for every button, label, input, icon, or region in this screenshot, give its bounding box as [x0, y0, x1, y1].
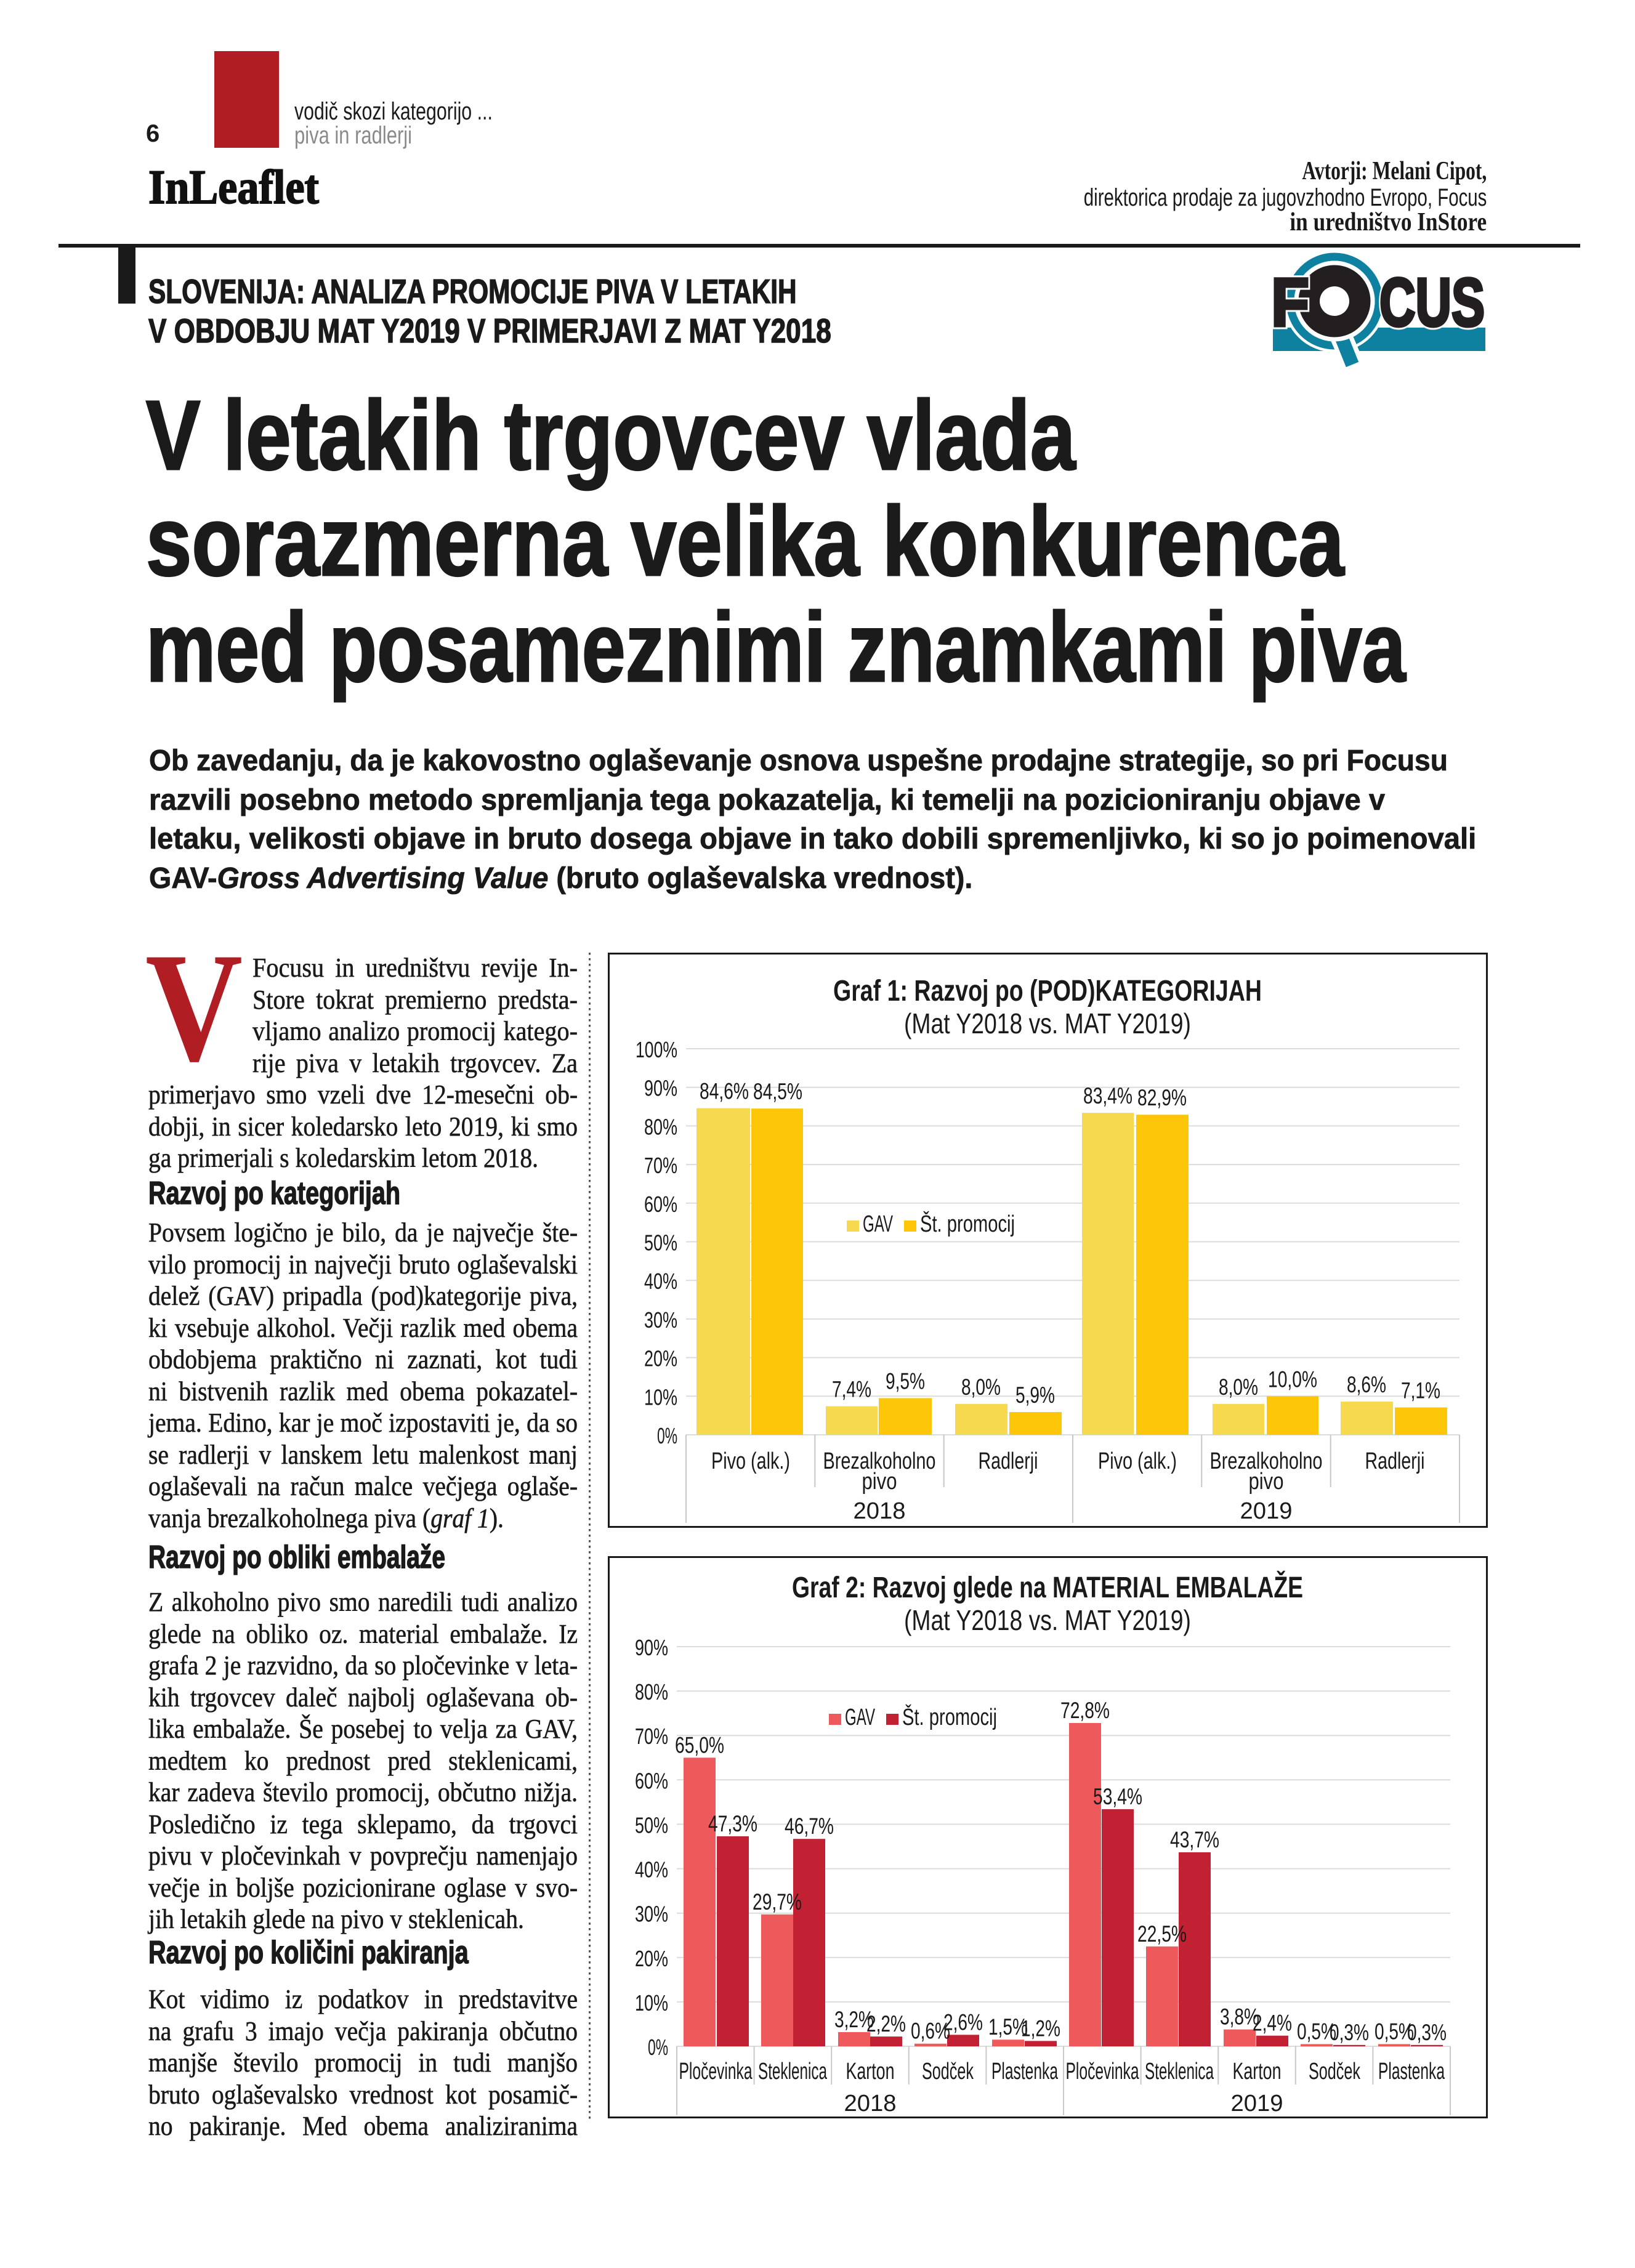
svg-text:2,6%: 2,6% — [943, 2009, 983, 2035]
svg-text:40%: 40% — [635, 1857, 668, 1883]
svg-text:70%: 70% — [644, 1153, 677, 1178]
svg-text:90%: 90% — [635, 1635, 668, 1660]
svg-text:2,4%: 2,4% — [1253, 2011, 1292, 2036]
svg-text:1,2%: 1,2% — [1021, 2016, 1060, 2041]
svg-text:Steklenica: Steklenica — [758, 2059, 828, 2084]
svg-text:8,0%: 8,0% — [961, 1374, 1001, 1400]
svg-text:60%: 60% — [644, 1192, 677, 1217]
svg-text:2018: 2018 — [844, 2091, 897, 2117]
svg-text:2018: 2018 — [854, 1498, 906, 1524]
svg-text:10%: 10% — [644, 1384, 677, 1410]
svg-text:Steklenica: Steklenica — [1145, 2059, 1214, 2084]
svg-text:Sodček: Sodček — [922, 2059, 974, 2084]
svg-text:Pivo (alk.): Pivo (alk.) — [1098, 1448, 1177, 1474]
svg-text:Plastenka: Plastenka — [991, 2059, 1059, 2084]
svg-text:Pločevinka: Pločevinka — [1066, 2059, 1140, 2084]
svg-text:0%: 0% — [648, 2035, 668, 2060]
svg-text:2,2%: 2,2% — [866, 2011, 906, 2036]
svg-text:0%: 0% — [657, 1423, 677, 1448]
svg-text:40%: 40% — [644, 1269, 677, 1294]
svg-text:90%: 90% — [644, 1076, 677, 1101]
svg-text:Pivo (alk.): Pivo (alk.) — [711, 1448, 790, 1474]
svg-text:70%: 70% — [635, 1724, 668, 1749]
svg-text:43,7%: 43,7% — [1170, 1827, 1219, 1852]
svg-text:F: F — [1271, 265, 1309, 341]
svg-text:83,4%: 83,4% — [1083, 1083, 1132, 1108]
svg-text:22,5%: 22,5% — [1137, 1921, 1187, 1947]
svg-text:72,8%: 72,8% — [1060, 1698, 1110, 1723]
svg-text:84,6%: 84,6% — [700, 1079, 749, 1104]
svg-text:53,4%: 53,4% — [1093, 1784, 1142, 1809]
svg-text:50%: 50% — [644, 1230, 677, 1256]
svg-text:CUS: CUS — [1379, 265, 1485, 341]
svg-text:1,5%: 1,5% — [988, 2014, 1028, 2040]
svg-text:10%: 10% — [635, 1990, 668, 2016]
svg-text:0,5%: 0,5% — [1375, 2019, 1414, 2044]
svg-text:Radlerji: Radlerji — [1365, 1448, 1425, 1474]
svg-text:Karton: Karton — [1233, 2059, 1282, 2084]
svg-text:GAV: GAV — [863, 1211, 893, 1237]
svg-text:CUS: CUS — [1379, 265, 1485, 341]
svg-text:84,5%: 84,5% — [753, 1079, 802, 1104]
svg-text:20%: 20% — [635, 1946, 668, 1971]
svg-text:3,2%: 3,2% — [834, 2007, 874, 2032]
svg-text:Brezalkoholno: Brezalkoholno — [823, 1448, 936, 1474]
svg-text:20%: 20% — [644, 1346, 677, 1371]
svg-text:Št. promocij: Št. promocij — [902, 1703, 997, 1730]
svg-text:Brezalkoholno: Brezalkoholno — [1210, 1448, 1323, 1474]
svg-text:5,9%: 5,9% — [1015, 1382, 1055, 1408]
svg-text:50%: 50% — [635, 1812, 668, 1838]
svg-text:F: F — [1271, 265, 1309, 341]
svg-text:0,3%: 0,3% — [1330, 2020, 1369, 2045]
svg-text:0,3%: 0,3% — [1407, 2020, 1447, 2045]
svg-text:30%: 30% — [635, 1902, 668, 1927]
svg-text:(Mat Y2018 vs. MAT Y2019): (Mat Y2018 vs. MAT Y2019) — [904, 1007, 1191, 1039]
svg-text:8,6%: 8,6% — [1347, 1372, 1386, 1397]
svg-text:pivo: pivo — [1249, 1469, 1284, 1495]
svg-text:46,7%: 46,7% — [785, 1814, 834, 1839]
svg-text:82,9%: 82,9% — [1137, 1085, 1187, 1110]
svg-text:0,6%: 0,6% — [911, 2019, 950, 2044]
svg-text:29,7%: 29,7% — [753, 1889, 802, 1915]
svg-text:Sodček: Sodček — [1309, 2059, 1361, 2084]
svg-text:30%: 30% — [644, 1307, 677, 1333]
svg-text:2019: 2019 — [1231, 2091, 1283, 2117]
svg-text:100%: 100% — [636, 1037, 677, 1062]
svg-text:Karton: Karton — [846, 2059, 895, 2084]
svg-text:47,3%: 47,3% — [708, 1811, 757, 1836]
svg-text:0,5%: 0,5% — [1297, 2019, 1336, 2044]
svg-text:Graf 2: Razvoj glede na MATERI: Graf 2: Razvoj glede na MATERIAL EMBALAŽ… — [792, 1570, 1303, 1604]
svg-text:80%: 80% — [635, 1679, 668, 1705]
svg-text:GAV: GAV — [845, 1705, 875, 1730]
svg-text:Plastenka: Plastenka — [1378, 2059, 1445, 2084]
svg-text:65,0%: 65,0% — [675, 1732, 724, 1757]
svg-text:Graf 1: Razvoj po (POD)KATEGOR: Graf 1: Razvoj po (POD)KATEGORIJAH — [833, 975, 1262, 1007]
svg-text:8,0%: 8,0% — [1219, 1374, 1258, 1400]
svg-text:pivo: pivo — [862, 1469, 897, 1495]
svg-text:2019: 2019 — [1240, 1498, 1293, 1524]
svg-text:10,0%: 10,0% — [1268, 1366, 1317, 1392]
svg-text:7,4%: 7,4% — [832, 1377, 871, 1402]
svg-text:Št. promocij: Št. promocij — [920, 1210, 1015, 1237]
svg-text:Radlerji: Radlerji — [979, 1448, 1038, 1474]
svg-text:80%: 80% — [644, 1114, 677, 1139]
svg-text:9,5%: 9,5% — [886, 1368, 925, 1394]
svg-text:Pločevinka: Pločevinka — [679, 2059, 753, 2084]
svg-text:(Mat Y2018 vs. MAT Y2019): (Mat Y2018 vs. MAT Y2019) — [904, 1604, 1191, 1636]
svg-text:7,1%: 7,1% — [1401, 1378, 1440, 1403]
svg-text:60%: 60% — [635, 1768, 668, 1793]
svg-text:3,8%: 3,8% — [1220, 2004, 1259, 2030]
